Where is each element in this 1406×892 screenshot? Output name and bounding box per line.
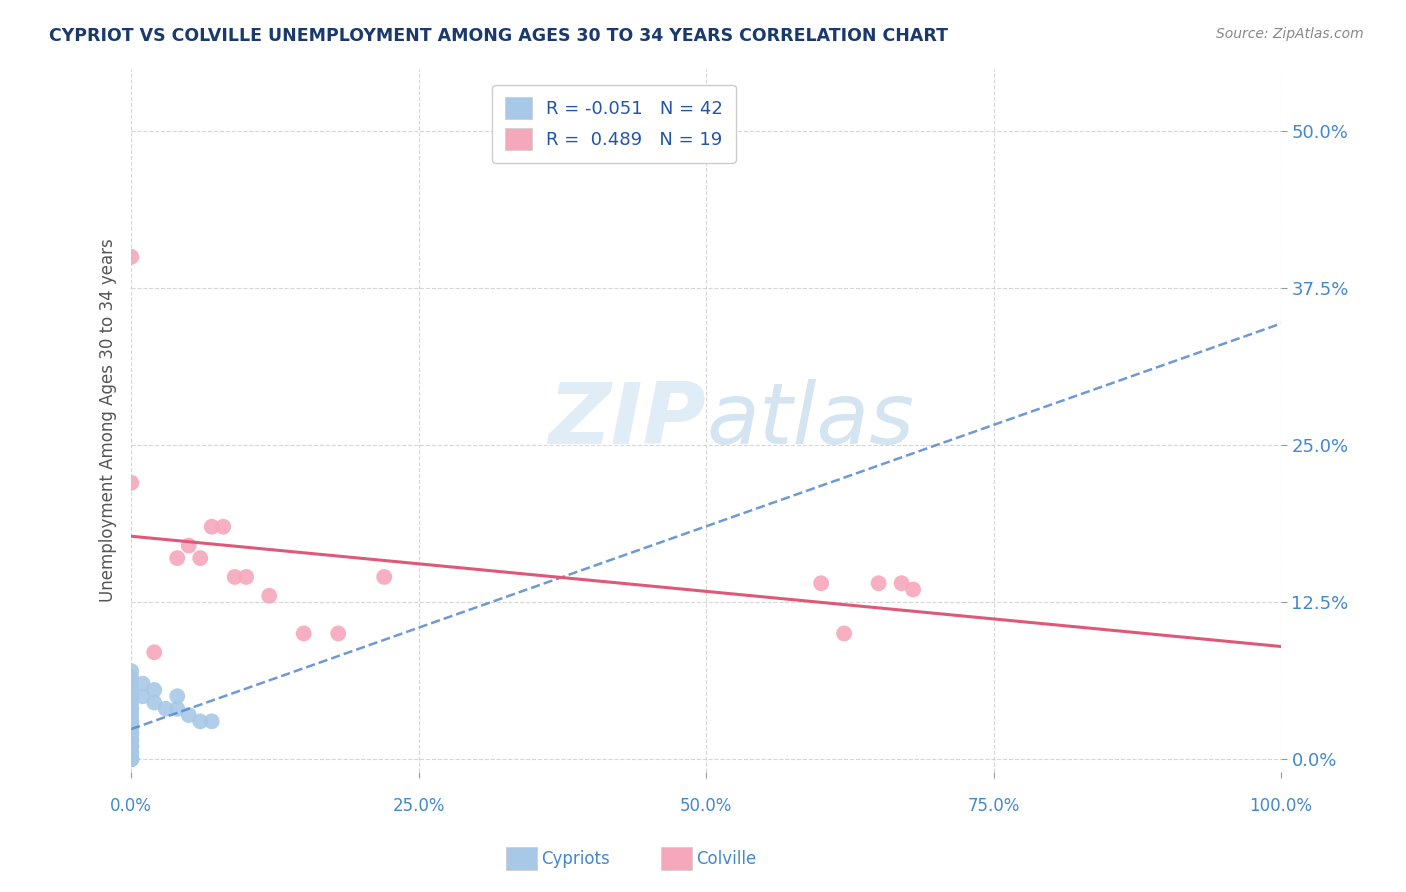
Point <box>120 746 142 760</box>
Point <box>120 676 142 690</box>
Point <box>188 551 211 566</box>
Point <box>328 626 350 640</box>
Point <box>120 702 142 716</box>
Point <box>155 702 177 716</box>
Point <box>120 682 142 697</box>
Point <box>120 714 142 729</box>
Text: 100.0%: 100.0% <box>1250 797 1313 814</box>
Point <box>832 626 855 640</box>
Y-axis label: Unemployment Among Ages 30 to 34 years: Unemployment Among Ages 30 to 34 years <box>100 238 117 602</box>
Point <box>120 721 142 735</box>
Point <box>132 676 155 690</box>
Point <box>235 570 257 584</box>
Text: ZIP: ZIP <box>548 378 706 461</box>
Point <box>120 752 142 766</box>
Point <box>120 739 142 754</box>
Text: 75.0%: 75.0% <box>967 797 1019 814</box>
Point <box>224 570 246 584</box>
Point <box>120 752 142 766</box>
Point <box>201 520 224 534</box>
Point <box>132 690 155 704</box>
Point <box>120 752 142 766</box>
Point <box>120 721 142 735</box>
Point <box>120 727 142 741</box>
Text: Colville: Colville <box>696 850 756 868</box>
Point <box>120 752 142 766</box>
Point <box>120 752 142 766</box>
Text: 0.0%: 0.0% <box>110 797 152 814</box>
Text: 25.0%: 25.0% <box>392 797 444 814</box>
Point <box>810 576 832 591</box>
Point <box>257 589 280 603</box>
Point <box>166 551 188 566</box>
Text: Cypriots: Cypriots <box>541 850 610 868</box>
Legend: R = -0.051   N = 42, R =  0.489   N = 19: R = -0.051 N = 42, R = 0.489 N = 19 <box>492 85 735 163</box>
Point <box>373 570 395 584</box>
Point <box>120 664 142 678</box>
Point <box>120 714 142 729</box>
Point <box>292 626 315 640</box>
Point <box>120 752 142 766</box>
Point <box>177 708 200 723</box>
Point <box>120 739 142 754</box>
Point <box>212 520 235 534</box>
Point <box>120 702 142 716</box>
Point <box>120 250 142 264</box>
Point <box>120 733 142 747</box>
Point <box>901 582 924 597</box>
Point <box>120 475 142 490</box>
Point <box>177 539 200 553</box>
Text: Source: ZipAtlas.com: Source: ZipAtlas.com <box>1216 27 1364 41</box>
Point <box>120 752 142 766</box>
Point <box>201 714 224 729</box>
Point <box>120 746 142 760</box>
Point <box>143 645 166 659</box>
Point <box>120 739 142 754</box>
Point <box>120 690 142 704</box>
Text: 50.0%: 50.0% <box>681 797 733 814</box>
Text: atlas: atlas <box>706 378 914 461</box>
Text: CYPRIOT VS COLVILLE UNEMPLOYMENT AMONG AGES 30 TO 34 YEARS CORRELATION CHART: CYPRIOT VS COLVILLE UNEMPLOYMENT AMONG A… <box>49 27 948 45</box>
Point <box>120 670 142 684</box>
Point <box>120 752 142 766</box>
Point <box>120 696 142 710</box>
Point <box>166 690 188 704</box>
Point <box>120 752 142 766</box>
Point <box>166 702 188 716</box>
Point <box>890 576 912 591</box>
Point <box>868 576 890 591</box>
Point <box>120 708 142 723</box>
Point <box>188 714 211 729</box>
Point <box>120 752 142 766</box>
Point <box>120 733 142 747</box>
Point <box>120 727 142 741</box>
Point <box>143 696 166 710</box>
Point <box>143 682 166 697</box>
